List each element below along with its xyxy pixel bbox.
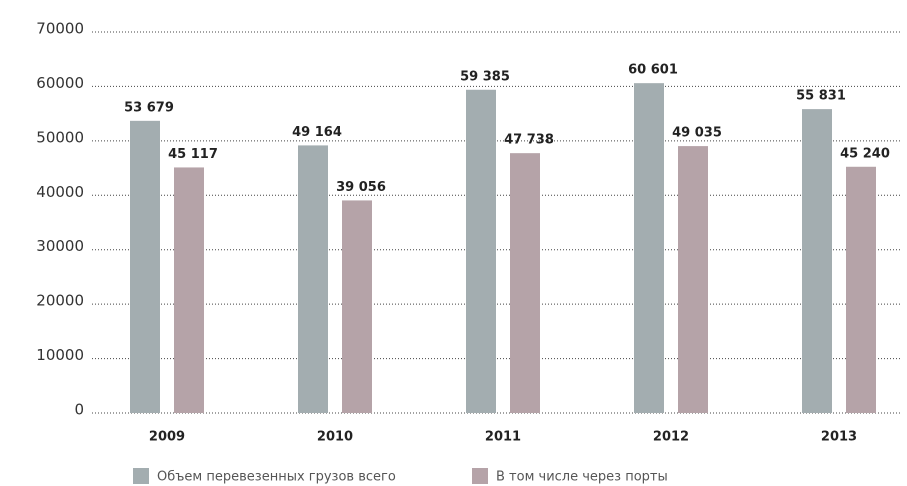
bar [678,146,708,413]
x-tick-label: 2013 [821,430,857,445]
y-tick-label: 30000 [36,237,84,255]
y-tick-label: 50000 [36,128,84,146]
bar [174,167,204,413]
x-tick-label: 2009 [149,430,185,445]
value-label: 47 738 [504,133,554,148]
value-label: 39 056 [336,180,386,195]
y-tick-label: 60000 [36,74,84,92]
y-tick-label: 20000 [36,292,84,310]
bar [342,200,372,413]
y-tick-label: 10000 [36,346,84,364]
value-label: 53 679 [124,100,174,115]
bar [466,89,496,413]
x-tick-label: 2010 [317,430,353,445]
bar [634,83,664,414]
value-label: 49 035 [672,126,722,141]
bar [510,153,540,413]
legend-label: В том числе через порты [496,470,668,485]
value-label: 49 164 [292,125,342,140]
bar [846,166,876,413]
bar [298,145,328,414]
value-label: 55 831 [796,89,846,104]
bar [130,120,160,413]
legend-label: Объем перевезенных грузов всего [157,470,396,485]
value-label: 60 601 [628,63,678,78]
y-tick-label: 70000 [36,20,84,38]
legend-swatch [472,468,488,484]
legend-swatch [133,468,149,484]
value-label: 45 240 [840,146,890,161]
value-label: 45 117 [168,147,218,162]
x-tick-label: 2012 [653,430,689,445]
bar [802,109,832,413]
x-tick-label: 2011 [485,430,521,445]
value-label: 59 385 [460,69,510,84]
y-tick-label: 40000 [36,183,84,201]
y-tick-label: 0 [74,401,84,419]
